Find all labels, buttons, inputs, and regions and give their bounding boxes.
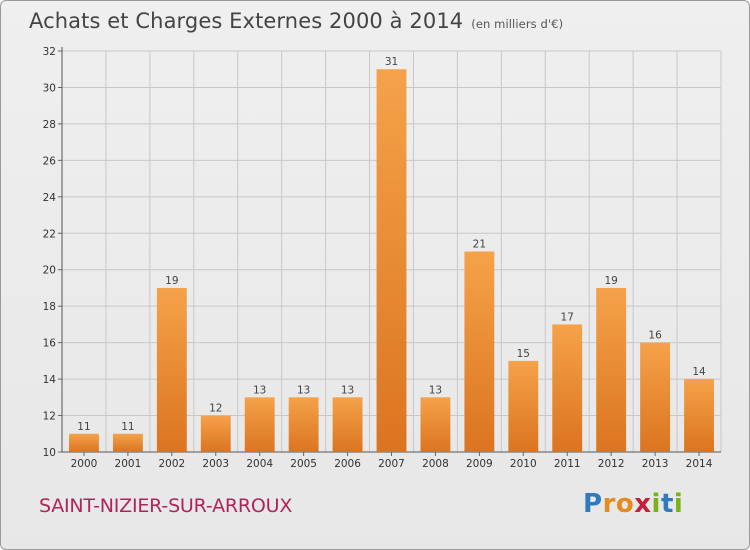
x-tick-label: 2004 xyxy=(246,458,273,470)
x-tick-label: 2011 xyxy=(554,458,581,470)
bars xyxy=(69,69,714,453)
y-tick-label: 16 xyxy=(43,338,57,350)
bar-2008 xyxy=(420,397,451,452)
bar-2011 xyxy=(552,324,583,452)
bar-value-label: 17 xyxy=(561,311,574,323)
bar-2014 xyxy=(684,379,714,452)
bar-2006 xyxy=(332,397,363,452)
y-tick-label: 12 xyxy=(43,411,56,423)
x-tick-label: 2000 xyxy=(71,458,98,470)
y-tick-label: 20 xyxy=(43,265,56,277)
x-tick-label: 2008 xyxy=(422,458,449,470)
x-tick-label: 2012 xyxy=(598,458,625,470)
bar-2012 xyxy=(596,287,627,452)
town-name: SAINT-NIZIER-SUR-ARROUX xyxy=(39,495,293,517)
bar-value-label: 15 xyxy=(517,348,530,360)
chart-title-text: Achats et Charges Externes 2000 à 2014 xyxy=(29,9,464,33)
bar-value-label: 11 xyxy=(121,421,134,433)
logo-letter: P xyxy=(583,489,603,519)
bar-value-label: 12 xyxy=(209,403,222,415)
y-tick-label: 32 xyxy=(43,46,56,58)
x-tick-label: 2014 xyxy=(686,458,713,470)
bar-value-label: 14 xyxy=(692,366,706,378)
bar-2007 xyxy=(376,69,407,453)
bar-2013 xyxy=(640,342,671,452)
x-tick-label: 2009 xyxy=(466,458,493,470)
y-tick-label: 18 xyxy=(43,301,56,313)
logo-letter: r xyxy=(602,489,616,519)
logo-letter: i xyxy=(651,489,661,519)
logo-letter: o xyxy=(615,489,635,519)
bar-2000 xyxy=(69,433,99,452)
y-tick-label: 14 xyxy=(43,374,57,386)
x-tick-label: 2001 xyxy=(115,458,142,470)
bar-2003 xyxy=(200,415,231,452)
y-tick-label: 10 xyxy=(43,447,56,459)
bar-value-label: 11 xyxy=(77,421,90,433)
x-tick-label: 2007 xyxy=(378,458,405,470)
chart-title: Achats et Charges Externes 2000 à 2014 (e… xyxy=(29,9,563,33)
bar-value-label: 21 xyxy=(473,239,486,251)
bar-value-label: 16 xyxy=(648,330,662,342)
y-tick-label: 28 xyxy=(43,119,56,131)
bar-value-label: 13 xyxy=(253,384,266,396)
y-tick-label: 30 xyxy=(43,82,56,94)
bar-value-label: 13 xyxy=(429,384,442,396)
bar-2005 xyxy=(288,397,319,452)
proxiti-logo: Proxiti xyxy=(583,489,683,519)
bar-value-label: 31 xyxy=(385,56,398,68)
chart-subtitle: (en milliers d'€) xyxy=(471,17,564,31)
x-tick-label: 2002 xyxy=(158,458,185,470)
bar-value-label: 13 xyxy=(341,384,354,396)
bar-value-label: 19 xyxy=(604,275,617,287)
bar-value-label: 13 xyxy=(297,384,310,396)
logo-letter: t xyxy=(660,489,674,519)
labels: 10 12 14 16 18 20 22 24 26 28 30 32 11 2000 11 2001 19 20… xyxy=(43,46,713,470)
bar-value-label: 19 xyxy=(165,275,178,287)
bar-2001 xyxy=(112,433,143,452)
bar-2009 xyxy=(464,251,495,452)
x-tick-label: 2005 xyxy=(290,458,317,470)
logo-letter: x xyxy=(634,489,652,519)
x-tick-label: 2006 xyxy=(334,458,361,470)
bar-2002 xyxy=(156,287,187,452)
x-tick-label: 2010 xyxy=(510,458,537,470)
y-tick-label: 22 xyxy=(43,228,56,240)
x-tick-label: 2003 xyxy=(202,458,229,470)
bar-2004 xyxy=(244,397,275,452)
x-tick-label: 2013 xyxy=(642,458,669,470)
y-tick-label: 24 xyxy=(43,192,57,204)
y-tick-label: 26 xyxy=(43,155,57,167)
logo-letter: i xyxy=(673,489,684,519)
bar-2010 xyxy=(508,360,539,452)
